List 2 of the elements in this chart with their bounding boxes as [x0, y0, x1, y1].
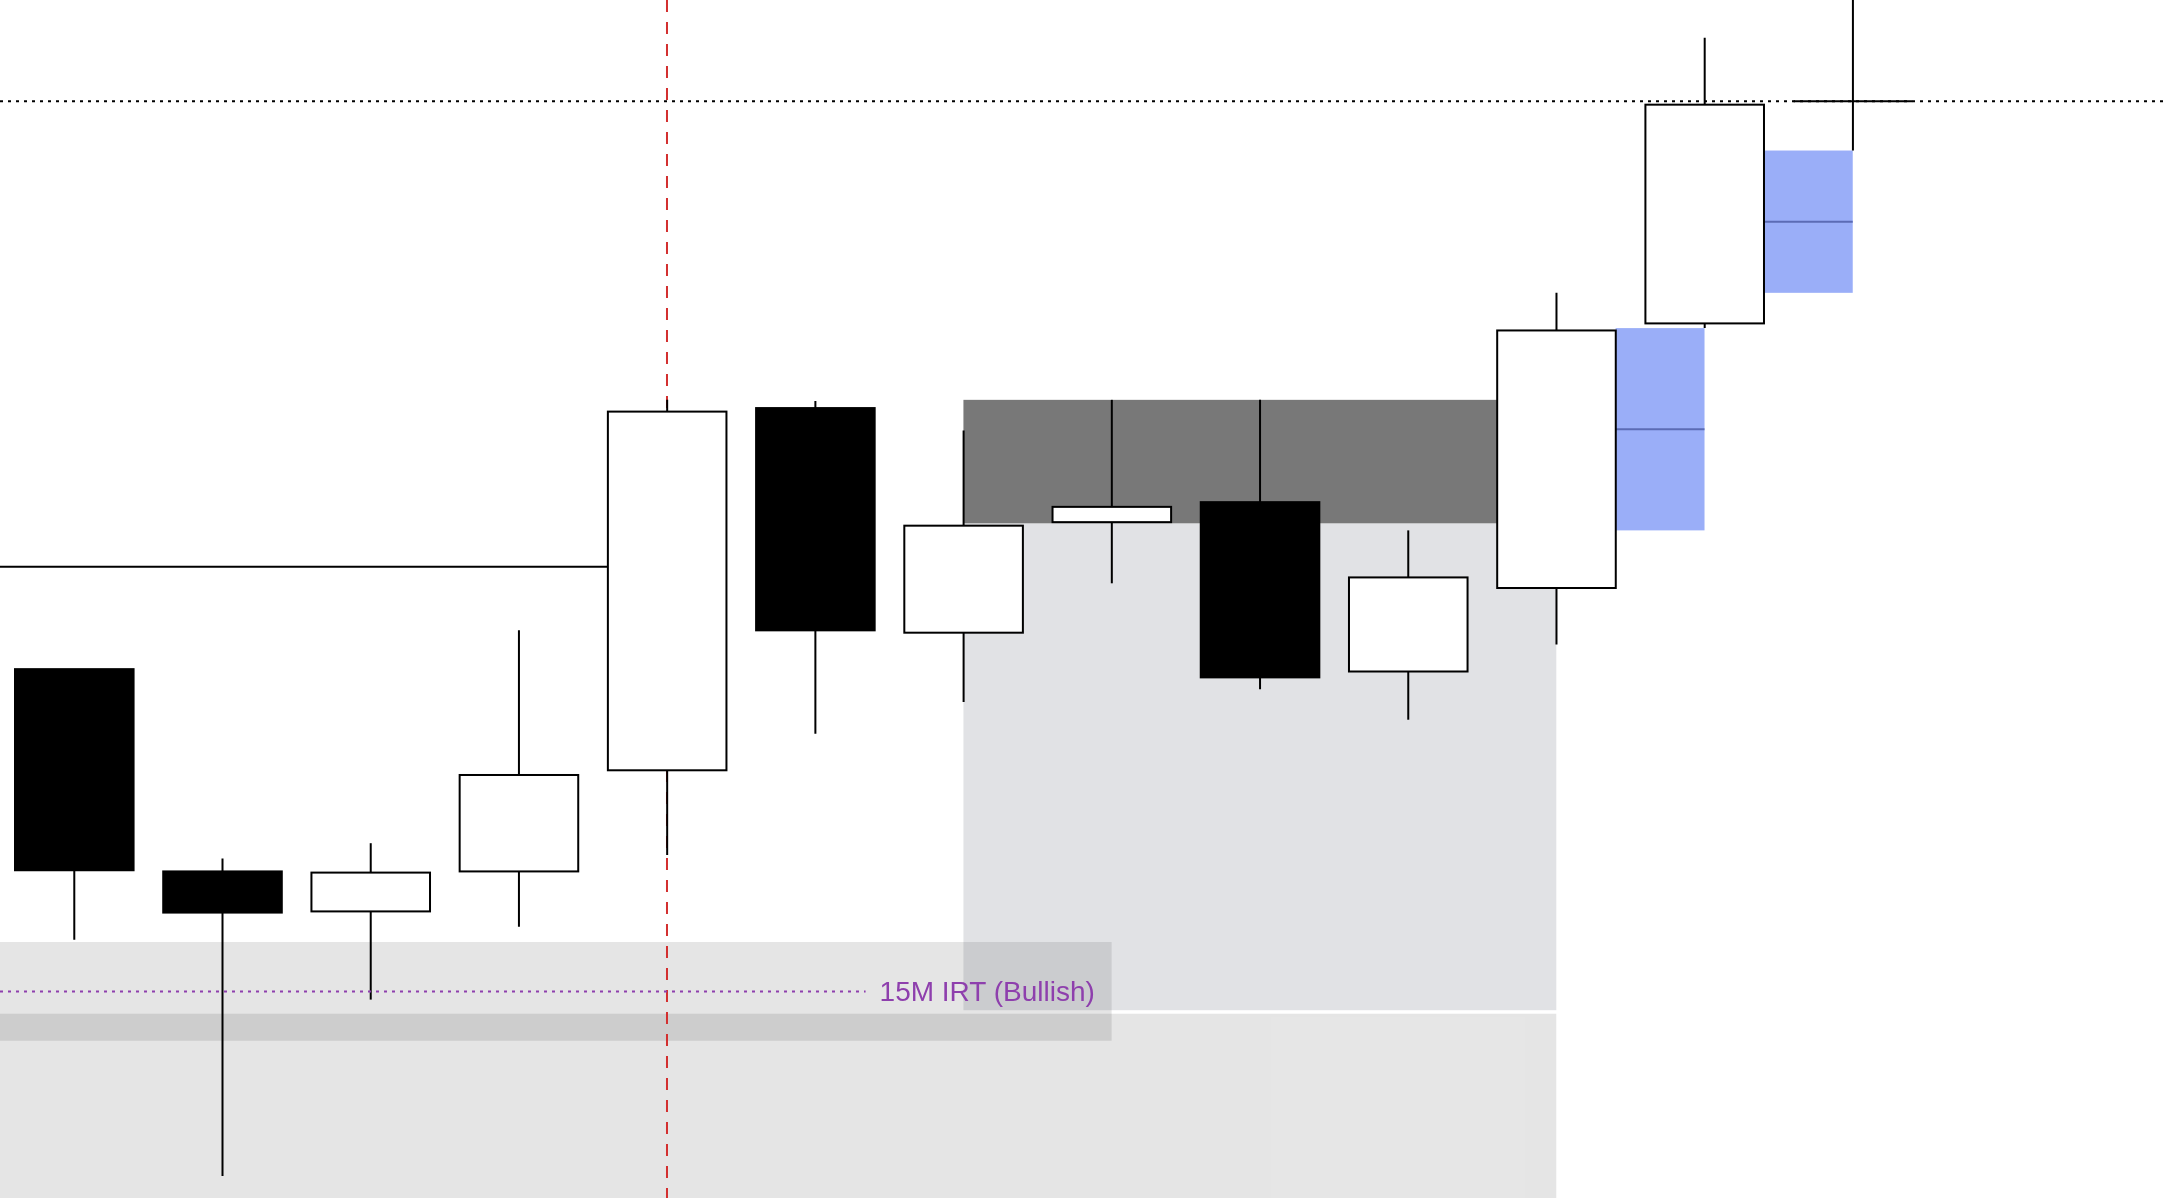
ref-line-label: 15M IRT (Bullish) — [879, 976, 1095, 1008]
candlestick — [1051, 398, 1173, 585]
